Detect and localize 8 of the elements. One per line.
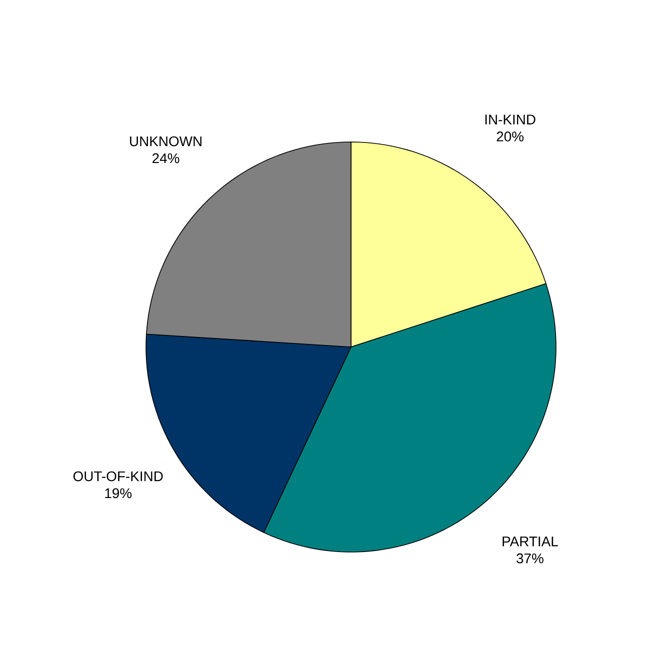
slice-label: UNKNOWN	[130, 136, 202, 146]
slice-label: IN-KIND	[485, 114, 536, 124]
data-label: 20%	[496, 132, 524, 142]
slice-label: PARTIAL	[502, 536, 558, 546]
data-label: 24%	[152, 153, 180, 164]
slice-label: OUT-OF-KIND	[73, 471, 163, 482]
data-label: 37%	[516, 553, 544, 564]
data-label: 19%	[105, 488, 132, 498]
